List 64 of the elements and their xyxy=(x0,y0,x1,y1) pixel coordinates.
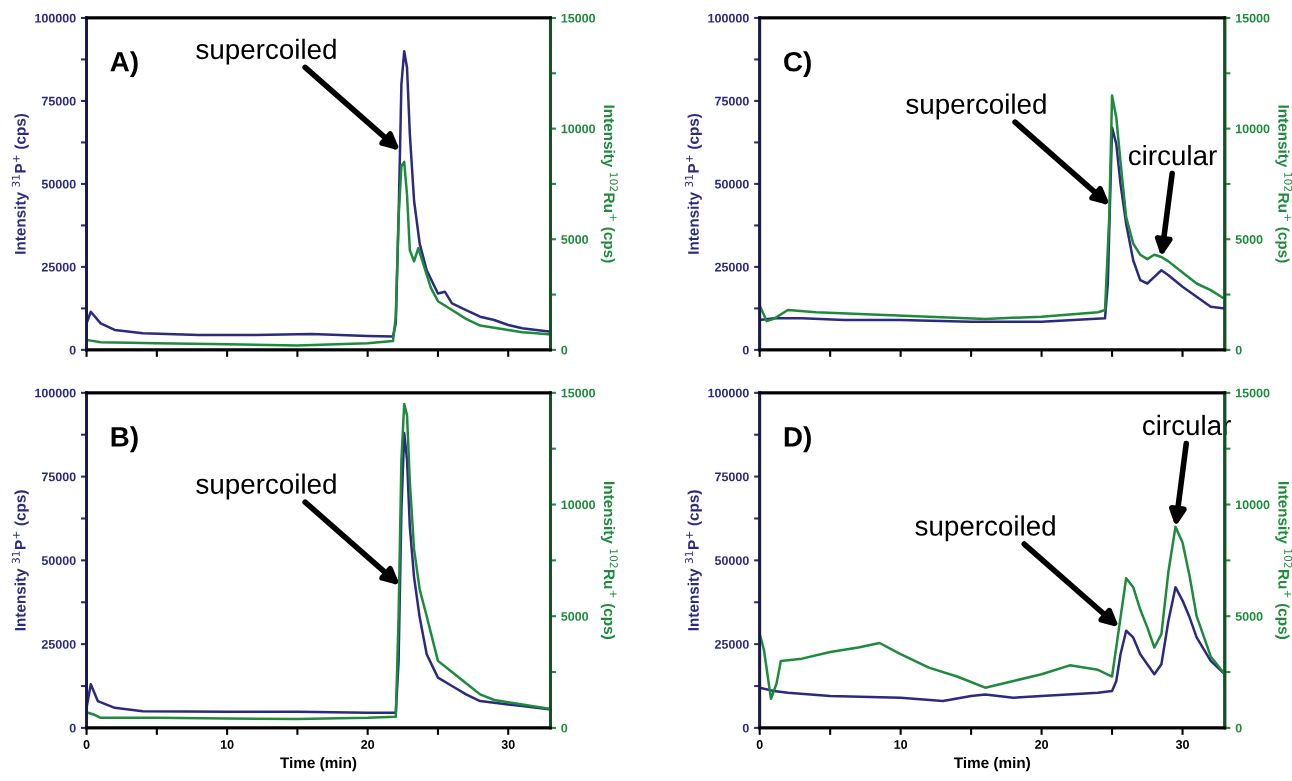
y2-tick-label: 5000 xyxy=(1235,235,1263,244)
y-tick-label: 25000 xyxy=(714,639,749,649)
y-tick-label: 100000 xyxy=(35,388,76,398)
x-axis-title: Time (min) xyxy=(953,756,1030,772)
x-tick-label: 30 xyxy=(1175,740,1189,749)
y2-tick-label: 0 xyxy=(1235,723,1242,733)
y2-axis-title: Intensity $^{102}$Ru$^{+}$ (cps) xyxy=(600,482,618,639)
y2-tick-label: 0 xyxy=(561,723,568,733)
annotation: circular xyxy=(1128,144,1217,166)
y2-tick-label: 0 xyxy=(561,345,568,355)
y-tick-label: 75000 xyxy=(41,472,76,482)
annotation: A) xyxy=(110,51,138,78)
y-axis-title: Intensity $^{31}$P$^{+}$ (cps) xyxy=(684,113,702,254)
annotation: D) xyxy=(784,426,811,453)
y-axis-title: Intensity $^{31}$P$^{+}$ (cps) xyxy=(11,113,29,254)
annotation: supercoiled xyxy=(196,38,336,65)
y2-tick-label: 15000 xyxy=(561,388,596,398)
annotation: supercoiled xyxy=(196,473,336,500)
y-tick-label: 100000 xyxy=(708,388,749,398)
line-series xyxy=(86,160,551,347)
y-tick-label: 0 xyxy=(742,723,749,733)
y-tick-label: 25000 xyxy=(41,262,76,272)
y-tick-label: 25000 xyxy=(714,262,749,272)
annotation: B) xyxy=(111,426,138,453)
y-tick-label: 75000 xyxy=(715,96,749,106)
y2-tick-label: 5000 xyxy=(561,235,589,244)
y2-tick-label: 5000 xyxy=(561,612,589,621)
annotation: supercoiled xyxy=(915,515,1055,542)
y2-axis-title: Intensity $^{102}$Ru$^{+}$ (cps) xyxy=(600,105,618,263)
x-tick-label: 10 xyxy=(220,740,234,749)
x-tick-label: 20 xyxy=(361,740,375,749)
y2-axis-title: Intensity $^{102}$Ru$^{+}$ (cps) xyxy=(1275,482,1292,639)
y-tick-label: 50000 xyxy=(714,556,749,566)
x-tick-label: 20 xyxy=(1035,740,1049,749)
annotation: C) xyxy=(784,51,811,78)
x-tick-label: 0 xyxy=(83,740,90,749)
y-tick-label: 100000 xyxy=(35,13,76,23)
y2-tick-label: 15000 xyxy=(561,13,596,23)
y-axis-title: Intensity $^{31}$P$^{+}$ (cps) xyxy=(11,490,29,631)
y2-tick-label: 5000 xyxy=(1235,612,1263,621)
y2-tick-label: 10000 xyxy=(1236,124,1270,134)
x-tick-label: 10 xyxy=(894,740,908,749)
y-tick-label: 0 xyxy=(69,723,76,733)
y2-tick-label: 10000 xyxy=(561,500,596,510)
y-tick-label: 25000 xyxy=(41,639,76,649)
y2-axis-title: Intensity $^{102}$Ru$^{+}$ (cps) xyxy=(1275,105,1292,263)
y2-tick-label: 10000 xyxy=(1236,500,1270,510)
y-tick-label: 50000 xyxy=(41,179,76,189)
y-tick-label: 0 xyxy=(69,345,76,355)
annotation: supercoiled xyxy=(906,93,1046,120)
x-tick-label: 30 xyxy=(501,740,515,749)
y-tick-label: 100000 xyxy=(708,13,749,23)
y-tick-label: 75000 xyxy=(715,472,749,482)
y-tick-label: 0 xyxy=(742,345,749,355)
y2-tick-label: 10000 xyxy=(561,124,596,134)
x-tick-label: 0 xyxy=(756,740,763,749)
y-tick-label: 50000 xyxy=(41,556,76,566)
y-tick-label: 75000 xyxy=(41,96,76,106)
x-axis-title: Time (min) xyxy=(280,756,357,772)
y-axis-title: Intensity $^{31}$P$^{+}$ (cps) xyxy=(684,490,702,631)
y2-tick-label: 0 xyxy=(1235,345,1242,355)
y-tick-label: 50000 xyxy=(714,179,749,189)
y2-tick-label: 15000 xyxy=(1236,388,1270,398)
y2-tick-label: 15000 xyxy=(1236,13,1270,23)
